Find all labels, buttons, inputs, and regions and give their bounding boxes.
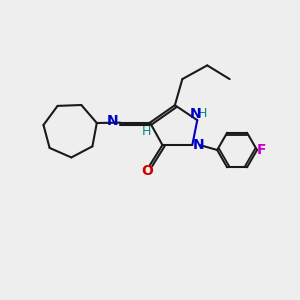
- Text: N: N: [107, 114, 118, 128]
- Text: N: N: [190, 107, 202, 121]
- Text: H: H: [142, 125, 151, 138]
- Text: F: F: [257, 143, 267, 157]
- Text: N: N: [193, 138, 204, 152]
- Text: H: H: [198, 107, 207, 120]
- Text: O: O: [142, 164, 153, 178]
